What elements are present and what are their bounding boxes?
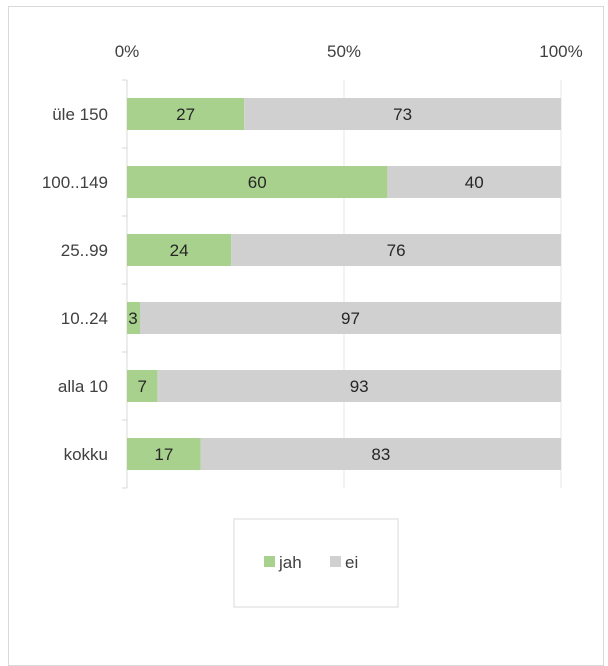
data-label-jah: 27 xyxy=(176,105,195,124)
category-label: 100..149 xyxy=(42,173,108,192)
data-label-jah: 3 xyxy=(128,309,137,328)
category-label: üle 150 xyxy=(52,105,108,124)
bar-ei xyxy=(157,370,561,402)
data-label-jah: 60 xyxy=(248,173,267,192)
category-label: kokku xyxy=(64,445,108,464)
bar-ei xyxy=(387,166,561,198)
bar-ei xyxy=(244,98,561,130)
data-label-ei: 93 xyxy=(350,377,369,396)
x-tick-label: 0% xyxy=(115,42,140,61)
data-label-ei: 97 xyxy=(341,309,360,328)
x-tick-label: 50% xyxy=(327,42,361,61)
legend: jah ei xyxy=(233,518,399,608)
legend-box xyxy=(233,518,399,608)
data-label-jah: 17 xyxy=(154,445,173,464)
category-label: alla 10 xyxy=(58,377,108,396)
bar-jah xyxy=(127,438,201,470)
data-label-jah: 7 xyxy=(137,377,146,396)
data-label-ei: 76 xyxy=(387,241,406,260)
legend-swatch-jah xyxy=(264,556,275,567)
bar-jah xyxy=(127,98,245,130)
gridlines xyxy=(343,80,562,488)
bar-jah xyxy=(127,234,232,266)
category-label: 10..24 xyxy=(61,309,108,328)
data-labels: 27 73 60 40 24 76 3 97 7 93 17 83 xyxy=(128,105,483,464)
bar-ei xyxy=(140,302,561,334)
data-label-jah: 24 xyxy=(170,241,189,260)
stacked-bar-chart: 0% 50% 100% üle 150 100..149 25..99 10..24 alla… xyxy=(42,42,583,608)
bar-ei xyxy=(200,438,561,470)
axes: 0% 50% 100% üle 150 100..149 25..99 10..24 alla… xyxy=(42,42,583,489)
bar-jah xyxy=(127,166,388,198)
legend-swatch-ei xyxy=(330,556,341,567)
category-label: 25..99 xyxy=(61,241,108,260)
x-tick-label: 100% xyxy=(539,42,582,61)
data-label-ei: 40 xyxy=(465,173,484,192)
bar-ei xyxy=(231,234,561,266)
data-label-ei: 73 xyxy=(393,105,412,124)
data-label-ei: 83 xyxy=(371,445,390,464)
bar-jah xyxy=(127,302,141,334)
legend-label-ei: ei xyxy=(345,553,358,572)
bars xyxy=(127,98,561,470)
bar-jah xyxy=(127,370,158,402)
legend-label-jah: jah xyxy=(278,553,302,572)
